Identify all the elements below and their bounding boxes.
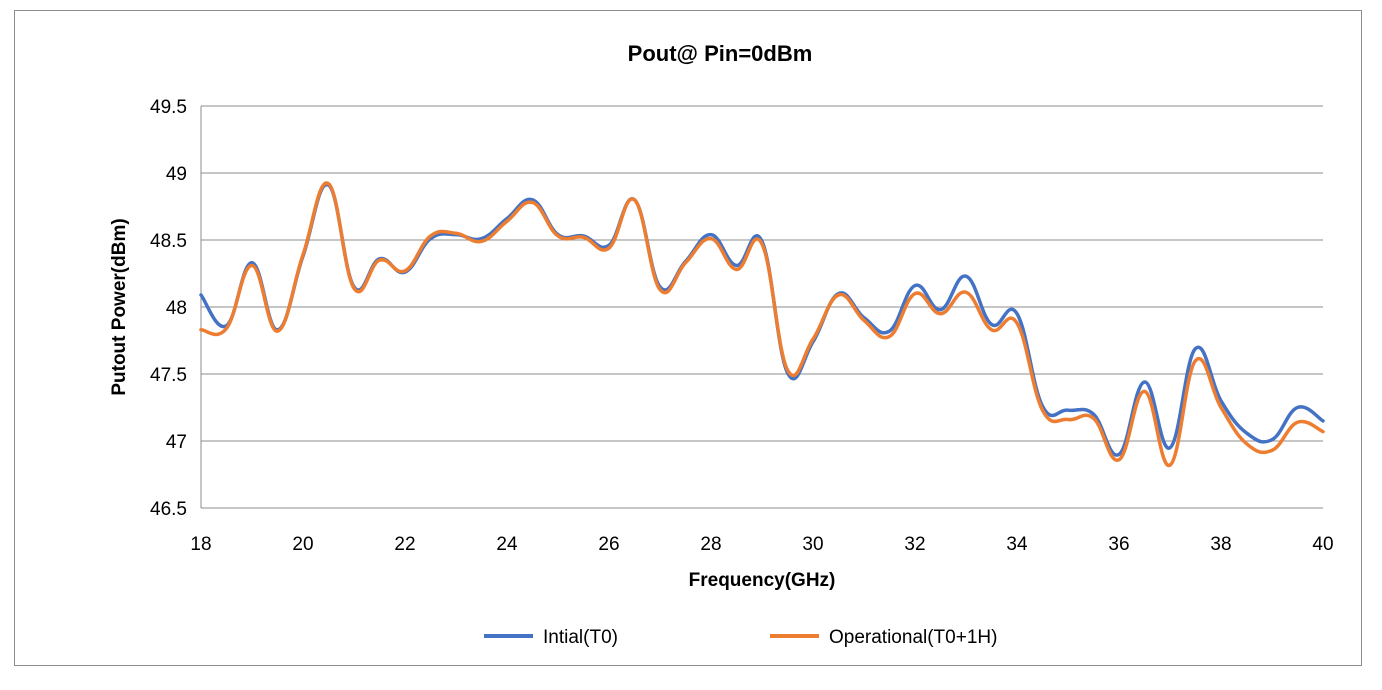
chart-frame: 46.5 47 47.5 48 48.5 49 49.5 18 20 22 24 26 28 30 32 3… xyxy=(14,10,1362,666)
chart-title: Pout@ Pin=0dBm xyxy=(628,41,813,66)
legend-item-initial: Intial(T0) xyxy=(484,627,618,648)
x-tick-label: 24 xyxy=(496,534,518,555)
x-tick-labels: 18 20 22 24 26 28 30 32 34 36 38 40 xyxy=(190,534,1333,555)
y-tick-label: 48.5 xyxy=(150,231,187,252)
x-tick-label: 20 xyxy=(292,534,313,555)
x-tick-label: 36 xyxy=(1108,534,1129,555)
x-tick-label: 26 xyxy=(598,534,619,555)
y-tick-label: 49 xyxy=(166,164,187,185)
legend-label-initial: Intial(T0) xyxy=(543,627,618,648)
y-tick-label: 48 xyxy=(166,298,187,319)
y-tick-label: 49.5 xyxy=(150,97,187,118)
series-line-operational xyxy=(199,181,1325,467)
x-tick-label: 30 xyxy=(802,534,823,555)
legend-item-operational: Operational(T0+1H) xyxy=(770,627,997,648)
x-tick-label: 40 xyxy=(1312,534,1333,555)
legend: Intial(T0) Operational(T0+1H) xyxy=(484,627,997,648)
y-tick-label: 46.5 xyxy=(150,499,187,520)
x-tick-label: 32 xyxy=(904,534,925,555)
x-tick-label: 28 xyxy=(700,534,721,555)
y-tick-label: 47.5 xyxy=(150,365,187,386)
x-tick-label: 34 xyxy=(1006,534,1028,555)
x-tick-label: 38 xyxy=(1210,534,1231,555)
y-tick-label: 47 xyxy=(166,432,187,453)
x-tick-label: 18 xyxy=(190,534,211,555)
y-tick-labels: 46.5 47 47.5 48 48.5 49 49.5 xyxy=(150,97,187,520)
chart-svg: 46.5 47 47.5 48 48.5 49 49.5 18 20 22 24 26 28 30 32 3… xyxy=(109,41,1334,648)
x-axis-title: Frequency(GHz) xyxy=(689,570,836,591)
legend-label-operational: Operational(T0+1H) xyxy=(829,627,997,648)
y-axis-title: Putout Power(dBm) xyxy=(109,218,130,395)
series-layer xyxy=(199,181,1325,467)
x-tick-label: 22 xyxy=(394,534,415,555)
gridlines xyxy=(201,105,1323,509)
